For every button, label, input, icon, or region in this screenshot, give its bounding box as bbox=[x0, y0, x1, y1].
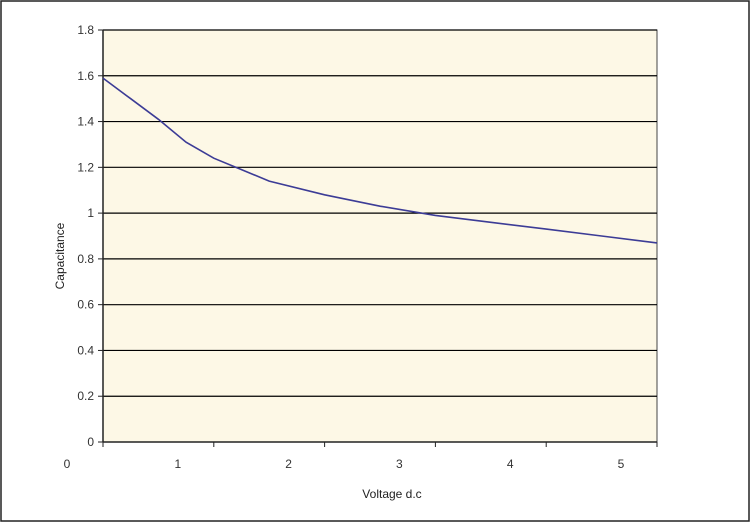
y-tick-label: 1.6 bbox=[77, 69, 94, 83]
gridlines bbox=[103, 29, 657, 397]
x-tick-label: 0 bbox=[64, 457, 71, 471]
y-tick-label: 0 bbox=[87, 435, 94, 449]
y-tick-label: 0.6 bbox=[77, 298, 94, 312]
x-tick-label: 3 bbox=[396, 457, 403, 471]
plot-area bbox=[102, 29, 658, 443]
x-tick-label: 1 bbox=[174, 457, 181, 471]
axes bbox=[98, 29, 658, 447]
y-tick-label: 1.4 bbox=[77, 115, 94, 129]
y-tick-label: 0.4 bbox=[77, 343, 94, 357]
y-tick-label: 0.2 bbox=[77, 389, 94, 403]
x-tick-label: 2 bbox=[285, 457, 292, 471]
y-tick-label: 1 bbox=[87, 206, 94, 220]
x-axis-title: Voltage d.c bbox=[362, 487, 421, 501]
y-axis-title: Capacitance bbox=[53, 222, 67, 289]
y-tick-label: 1.2 bbox=[77, 160, 94, 174]
tick-labels: 0 0.2 0.4 0.6 0.8 1 1.2 1.4 1.6 1.8 0 1 2 3 4 5 bbox=[64, 23, 625, 471]
y-tick-label: 0.8 bbox=[77, 252, 94, 266]
series-layer bbox=[102, 77, 658, 244]
series-line-1 bbox=[102, 77, 658, 244]
x-tick-label: 5 bbox=[618, 457, 625, 471]
x-tick-label: 4 bbox=[507, 457, 514, 471]
y-tick-label: 1.8 bbox=[77, 23, 94, 37]
